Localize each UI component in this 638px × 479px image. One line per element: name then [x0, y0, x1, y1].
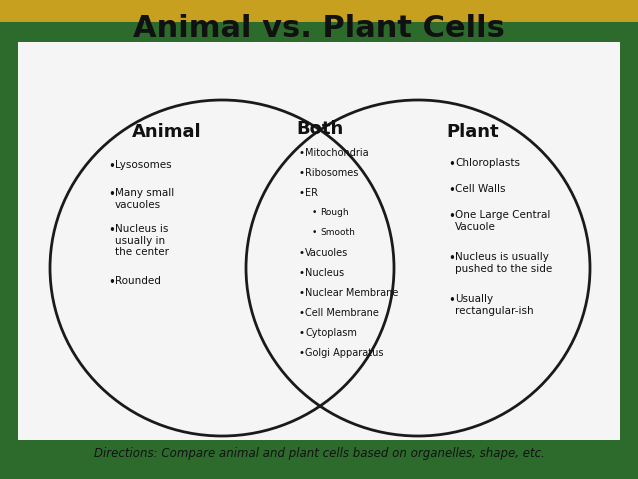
Text: Animal vs. Plant Cells: Animal vs. Plant Cells — [133, 13, 505, 43]
Text: •: • — [298, 168, 304, 178]
Text: Many small
vacuoles: Many small vacuoles — [115, 188, 174, 210]
Text: Vacuoles: Vacuoles — [305, 248, 348, 258]
Bar — [0, 440, 638, 479]
Text: Rounded: Rounded — [115, 276, 161, 286]
Text: Rough: Rough — [320, 208, 348, 217]
Text: •: • — [108, 188, 115, 201]
Text: •: • — [448, 210, 455, 223]
Text: One Large Central
Vacuole: One Large Central Vacuole — [455, 210, 551, 232]
Text: Nucleus: Nucleus — [305, 268, 344, 278]
Text: Nucleus is usually
pushed to the side: Nucleus is usually pushed to the side — [455, 252, 553, 274]
Text: •: • — [448, 252, 455, 265]
Bar — [0, 22, 638, 42]
Text: Mitochondria: Mitochondria — [305, 148, 369, 158]
Text: •: • — [108, 224, 115, 237]
Text: Usually
rectangular-ish: Usually rectangular-ish — [455, 294, 533, 316]
Text: Ribosomes: Ribosomes — [305, 168, 359, 178]
Text: •: • — [448, 158, 455, 171]
Text: •: • — [298, 188, 304, 198]
Text: Cytoplasm: Cytoplasm — [305, 328, 357, 338]
Text: •: • — [448, 184, 455, 197]
Text: •: • — [298, 248, 304, 258]
Text: Cell Walls: Cell Walls — [455, 184, 505, 194]
Bar — [0, 0, 638, 22]
Text: Both: Both — [297, 120, 344, 138]
Text: •: • — [298, 348, 304, 358]
Text: •: • — [312, 208, 317, 217]
Text: Nuclear Membrane: Nuclear Membrane — [305, 288, 398, 298]
Text: Lysosomes: Lysosomes — [115, 160, 172, 170]
Text: Nucleus is
usually in
the center: Nucleus is usually in the center — [115, 224, 169, 257]
Text: •: • — [448, 294, 455, 307]
Text: •: • — [108, 276, 115, 289]
Bar — [0, 22, 18, 440]
Text: Smooth: Smooth — [320, 228, 355, 237]
Bar — [18, 42, 620, 440]
Text: •: • — [298, 308, 304, 318]
Bar — [620, 22, 638, 440]
Text: Plant: Plant — [447, 123, 500, 141]
Text: •: • — [298, 328, 304, 338]
Text: Animal: Animal — [132, 123, 202, 141]
Text: ER: ER — [305, 188, 318, 198]
Text: •: • — [312, 228, 317, 237]
Text: •: • — [298, 268, 304, 278]
Text: •: • — [108, 160, 115, 173]
Text: Golgi Apparatus: Golgi Apparatus — [305, 348, 383, 358]
Text: •: • — [298, 148, 304, 158]
Text: Chloroplasts: Chloroplasts — [455, 158, 520, 168]
Text: •: • — [298, 288, 304, 298]
Text: Directions: Compare animal and plant cells based on organelles, shape, etc.: Directions: Compare animal and plant cel… — [94, 446, 544, 459]
Text: Cell Membrane: Cell Membrane — [305, 308, 379, 318]
